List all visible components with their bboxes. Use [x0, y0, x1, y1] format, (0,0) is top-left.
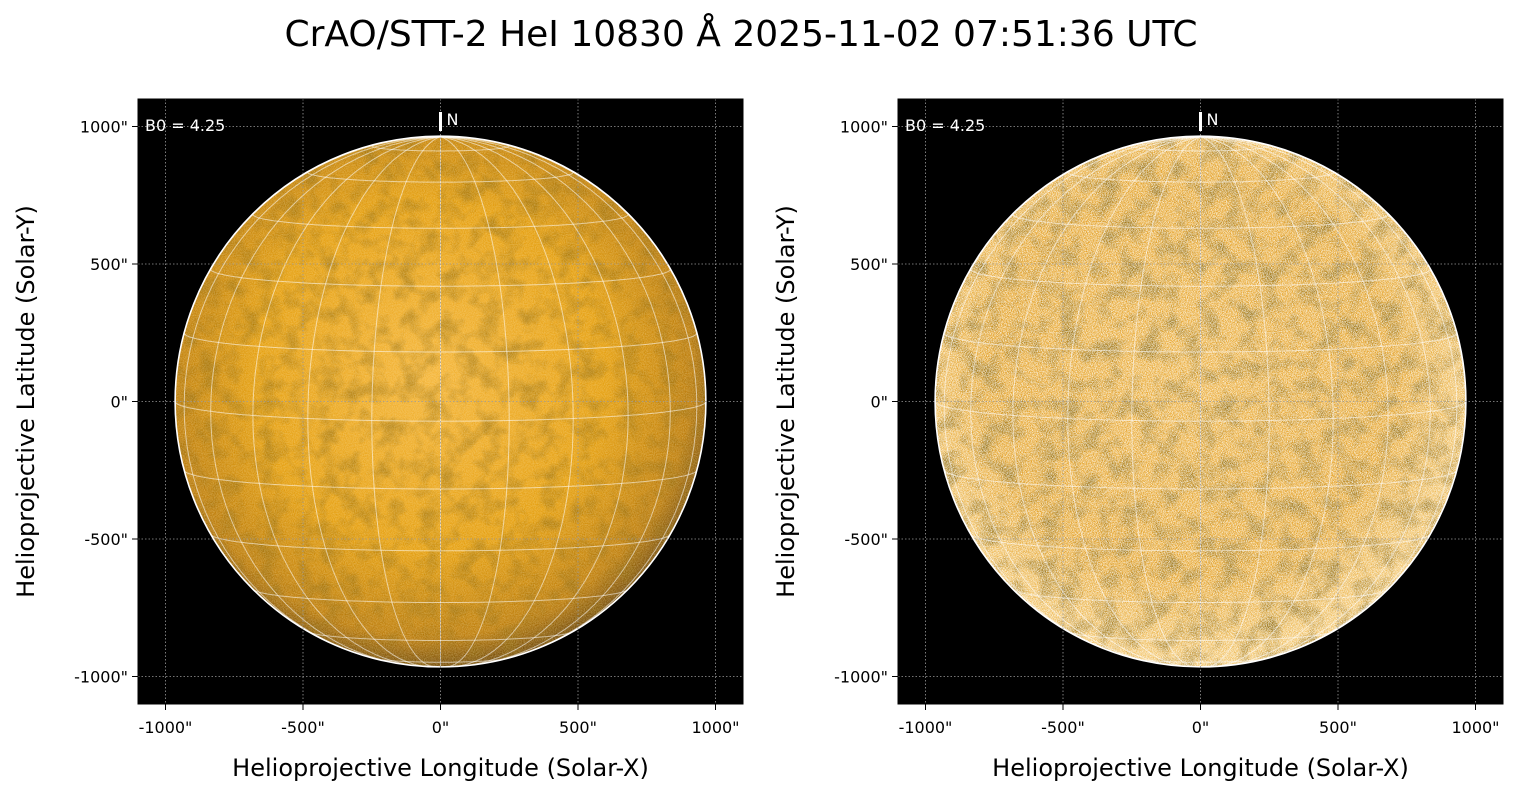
x-tick-label: -1000"	[139, 718, 193, 737]
b0-annotation: B0 = 4.25	[145, 116, 225, 135]
north-label: N	[447, 110, 459, 129]
y-tick-label: -500"	[844, 530, 888, 549]
heliographic-grid	[175, 136, 706, 667]
y-axis-label: Helioprojective Latitude (Solar-Y)	[772, 205, 800, 598]
x-tick-label: -500"	[281, 718, 325, 737]
x-tick-label: 1000"	[1451, 718, 1499, 737]
north-label: N	[1207, 110, 1219, 129]
y-tick-label: 0"	[110, 393, 128, 412]
x-tick-label: -500"	[1041, 718, 1085, 737]
x-tick-label: -1000"	[899, 718, 953, 737]
y-axis-label: Helioprojective Latitude (Solar-Y)	[12, 205, 40, 598]
x-tick-label: 0"	[1192, 718, 1210, 737]
x-tick-label: 0"	[432, 718, 450, 737]
x-axis-label: Helioprojective Longitude (Solar-X)	[232, 754, 649, 782]
panel-left: N B0 = 4.25 -1000" -500" 0" 500" 1000" 1000" 500…	[12, 98, 744, 782]
y-tick-label: -500"	[84, 530, 128, 549]
y-tick-label: 1000"	[80, 118, 128, 137]
panel-right: N B0 = 4.25 -1000" -500" 0" 500" 1000" 1000" 500…	[772, 98, 1504, 782]
x-tick-label: 500"	[559, 718, 597, 737]
axes-grid	[898, 99, 1503, 704]
y-tick-label: -1000"	[74, 668, 128, 687]
x-tick-label: 500"	[1319, 718, 1357, 737]
y-tick-label: 1000"	[840, 118, 888, 137]
x-tick-label: 1000"	[691, 718, 739, 737]
b0-annotation: B0 = 4.25	[905, 116, 985, 135]
y-tick-label: 500"	[90, 255, 128, 274]
x-axis-label: Helioprojective Longitude (Solar-X)	[992, 754, 1409, 782]
y-tick-label: -1000"	[834, 668, 888, 687]
y-tick-label: 500"	[850, 255, 888, 274]
figure-title: CrAO/STT-2 HeI 10830 Å 2025-11-02 07:51:…	[284, 14, 1198, 55]
y-tick-label: 0"	[870, 393, 888, 412]
